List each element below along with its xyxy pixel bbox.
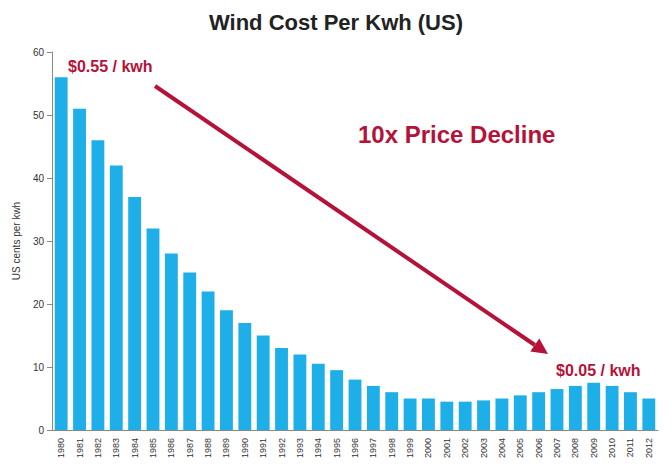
svg-text:1995: 1995 [332,438,342,458]
svg-text:20: 20 [33,299,45,310]
svg-text:1993: 1993 [295,438,305,458]
svg-text:2004: 2004 [497,438,507,458]
svg-text:1998: 1998 [387,438,397,458]
svg-text:$0.55 / kwh: $0.55 / kwh [68,58,153,75]
svg-text:2000: 2000 [423,438,433,458]
svg-text:1988: 1988 [203,438,213,458]
svg-text:10: 10 [33,362,45,373]
svg-text:10x Price Decline: 10x Price Decline [358,121,555,148]
svg-text:1992: 1992 [277,438,287,458]
svg-text:2008: 2008 [570,438,580,458]
svg-text:1980: 1980 [56,438,66,458]
svg-text:1981: 1981 [75,438,85,458]
svg-text:0: 0 [38,425,44,436]
svg-text:1991: 1991 [258,438,268,458]
svg-text:2002: 2002 [460,438,470,458]
svg-text:40: 40 [33,173,45,184]
svg-text:2011: 2011 [625,438,635,457]
svg-text:Wind Cost Per Kwh (US): Wind Cost Per Kwh (US) [209,10,463,35]
svg-text:2001: 2001 [442,438,452,458]
svg-text:2003: 2003 [479,438,489,458]
svg-text:2007: 2007 [552,438,562,458]
svg-text:1987: 1987 [185,438,195,458]
svg-text:1984: 1984 [130,438,140,458]
svg-text:1994: 1994 [313,438,323,458]
svg-text:2005: 2005 [515,438,525,458]
svg-text:50: 50 [33,110,45,121]
svg-text:60: 60 [33,47,45,58]
svg-text:2010: 2010 [607,438,617,458]
svg-text:2012: 2012 [644,438,654,458]
svg-text:1983: 1983 [111,438,121,458]
svg-text:1990: 1990 [240,438,250,458]
svg-text:1999: 1999 [405,438,415,458]
svg-text:2009: 2009 [589,438,599,458]
svg-text:2006: 2006 [534,438,544,458]
svg-text:1997: 1997 [368,438,378,458]
svg-text:1989: 1989 [221,438,231,458]
svg-text:1996: 1996 [350,438,360,458]
svg-text:1982: 1982 [93,438,103,458]
svg-text:30: 30 [33,236,45,247]
svg-text:1986: 1986 [166,438,176,458]
svg-text:US cents per kwh: US cents per kwh [11,202,22,280]
svg-text:1985: 1985 [148,438,158,458]
svg-text:$0.05 / kwh: $0.05 / kwh [556,362,641,379]
